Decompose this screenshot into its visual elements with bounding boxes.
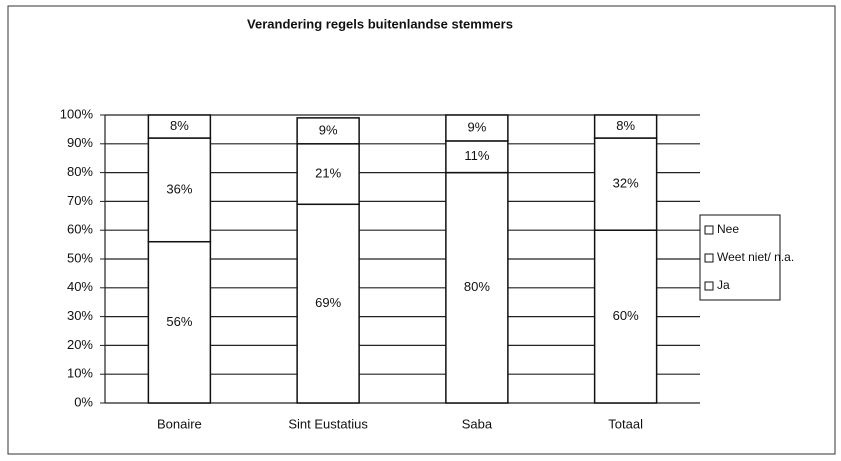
bar-segment xyxy=(296,117,360,145)
y-tick-label: 80% xyxy=(67,164,93,179)
value-label: 80% xyxy=(464,279,490,294)
legend-label: Nee xyxy=(717,222,739,236)
y-tick-label: 50% xyxy=(67,250,93,265)
value-label: 32% xyxy=(613,176,639,191)
value-label: 21% xyxy=(315,165,341,180)
value-label: 8% xyxy=(170,118,189,133)
y-tick-label: 70% xyxy=(67,193,93,208)
legend-swatch xyxy=(704,253,714,263)
value-label: 56% xyxy=(166,314,192,329)
x-tick-label: Bonaire xyxy=(157,416,202,431)
value-label: 8% xyxy=(616,118,635,133)
chart-title: Verandering regels buitenlandse stemmers xyxy=(247,16,513,31)
y-tick-label: 10% xyxy=(67,366,93,381)
y-tick-label: 20% xyxy=(67,337,93,352)
legend-swatch xyxy=(704,281,714,291)
bar-segment xyxy=(296,143,360,206)
y-tick-label: 40% xyxy=(67,279,93,294)
legend-label: Weet niet/ n.a. xyxy=(717,250,794,264)
legend-label: Ja xyxy=(717,278,730,292)
bar-segment xyxy=(296,203,360,404)
bar-segment xyxy=(147,240,212,404)
x-tick-label: Sint Eustatius xyxy=(288,416,368,431)
y-tick-label: 90% xyxy=(67,135,93,150)
bar-segment xyxy=(445,171,509,404)
value-label: 9% xyxy=(319,122,338,137)
x-tick-label: Saba xyxy=(462,416,493,431)
y-tick-label: 60% xyxy=(67,222,93,237)
value-label: 36% xyxy=(166,181,192,196)
value-label: 69% xyxy=(315,295,341,310)
value-label: 60% xyxy=(613,308,639,323)
value-label: 11% xyxy=(464,148,489,163)
chart-frame xyxy=(7,5,836,455)
bar-segment xyxy=(445,114,509,142)
bar-segment xyxy=(147,137,212,243)
y-tick-label: 30% xyxy=(67,308,93,323)
bar-segment xyxy=(445,140,509,174)
bar-segment xyxy=(593,229,658,404)
bar-segment xyxy=(147,114,212,139)
bar-segment xyxy=(593,114,658,139)
y-tick-label: 0% xyxy=(74,394,93,409)
y-tick-label: 100% xyxy=(60,106,94,121)
legend-swatch xyxy=(704,225,714,235)
x-tick-label: Totaal xyxy=(608,416,643,431)
value-label: 9% xyxy=(467,119,486,134)
